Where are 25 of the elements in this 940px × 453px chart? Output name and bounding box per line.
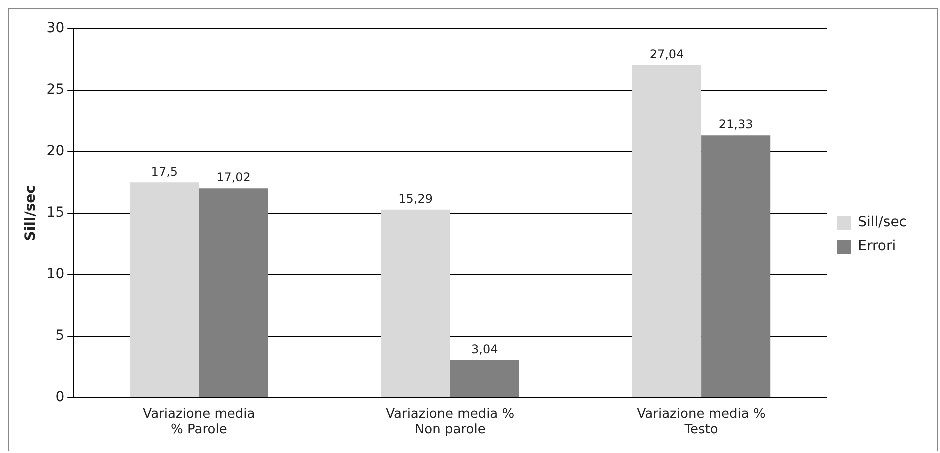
data-label: 3,04 xyxy=(472,342,498,357)
y-tick-label: 20 xyxy=(46,144,65,160)
y-tick-label: 10 xyxy=(46,266,65,283)
y-tick-label: 5 xyxy=(56,328,65,344)
x-tick-label: Variazione media % Testo xyxy=(637,406,766,438)
bar xyxy=(450,360,520,398)
y-tick-label: 25 xyxy=(46,82,65,98)
y-tick-label: 15 xyxy=(46,205,65,222)
bar xyxy=(632,65,702,398)
legend-label: Errori xyxy=(858,238,896,255)
data-label: 17,5 xyxy=(151,164,178,179)
bar xyxy=(381,210,450,398)
y-tick-label: 0 xyxy=(56,389,65,406)
y-tick-label: 30 xyxy=(46,20,65,37)
y-axis-title: Sill/sec xyxy=(23,186,40,242)
data-label: 21,33 xyxy=(718,118,754,132)
bar xyxy=(702,136,771,398)
bar xyxy=(130,182,200,398)
x-tick-label: Variazione media % Parole xyxy=(143,406,256,438)
x-tick-label: Variazione media % Non parole xyxy=(386,406,515,438)
legend-label: Sill/sec xyxy=(858,214,908,231)
data-label: 17,02 xyxy=(216,170,251,185)
data-label: 15,29 xyxy=(398,192,434,206)
bar xyxy=(199,188,268,398)
data-label: 27,04 xyxy=(650,48,684,62)
